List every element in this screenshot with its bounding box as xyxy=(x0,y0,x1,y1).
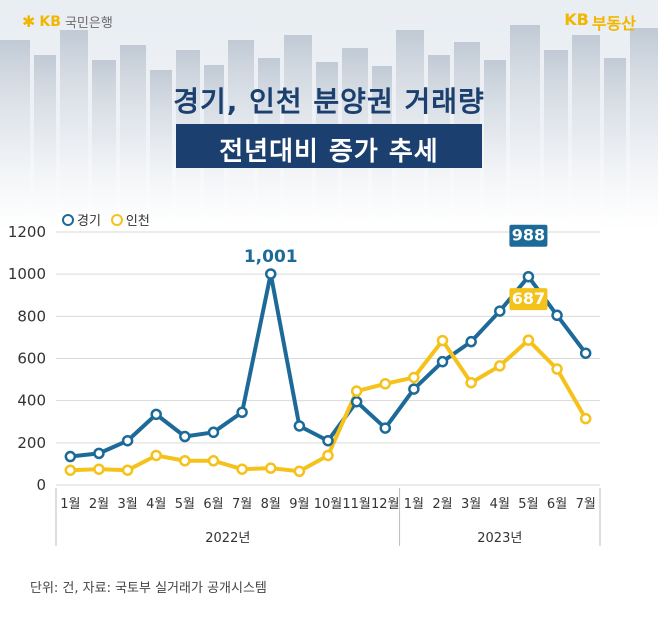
y-tick-label: 1000 xyxy=(8,265,46,283)
data-point-gyeonggi xyxy=(293,420,306,432)
data-point-gyeonggi xyxy=(551,309,563,322)
y-tick-label: 1200 xyxy=(8,223,46,241)
kb-realestate-logo-mark: KB xyxy=(564,10,589,29)
legend: 경기 인천 xyxy=(62,210,150,229)
legend-label-incheon: 인천 xyxy=(125,214,150,229)
legend-marker-gyeonggi xyxy=(62,213,74,226)
source-footnote: 단위: 건, 자료: 국토부 실거래가 공개시스템 xyxy=(30,581,267,596)
data-point-incheon xyxy=(551,363,563,375)
data-point-incheon xyxy=(264,462,277,474)
data-point-incheon xyxy=(522,334,535,346)
y-tick-label: 600 xyxy=(17,350,46,368)
legend-marker-incheon xyxy=(110,213,123,226)
y-tick-label: 400 xyxy=(17,392,46,410)
x-tick-label: 3월 xyxy=(117,497,137,512)
kb-realestate-logo-name: 부동산 xyxy=(591,14,636,33)
x-tick-label: 12월 xyxy=(371,497,400,512)
kb-star-icon: ✱ xyxy=(22,12,36,31)
data-point-incheon xyxy=(408,371,420,384)
data-point-gyeonggi xyxy=(522,270,535,283)
legend-item-gyeonggi: 경기 xyxy=(62,210,101,229)
data-label: 1,001 xyxy=(244,247,298,267)
x-tick-label: 2월 xyxy=(89,497,109,512)
data-label: 988 xyxy=(512,226,545,245)
subtitle-banner xyxy=(176,124,482,168)
data-point-gyeonggi xyxy=(64,450,77,463)
x-tick-label: 6월 xyxy=(547,497,567,512)
year-group-label: 2023년 xyxy=(477,531,522,546)
x-tick-label: 1월 xyxy=(60,497,80,512)
data-point-gyeonggi xyxy=(150,408,162,421)
data-label-box xyxy=(509,224,548,247)
series-line-gyeonggi xyxy=(68,271,588,459)
data-label: 687 xyxy=(512,289,545,308)
data-point-gyeonggi xyxy=(207,426,220,439)
x-tick-label: 9월 xyxy=(289,497,309,512)
x-tick-label: 5월 xyxy=(518,497,538,512)
data-point-incheon xyxy=(379,378,392,390)
kb-realestate-logo: KB 부동산 xyxy=(564,10,636,34)
chart-title: 경기, 인천 분양권 거래량 xyxy=(173,85,485,118)
kb-bank-logo: ✱ KB 국민은행 xyxy=(22,12,113,31)
data-point-gyeonggi xyxy=(436,355,449,368)
data-point-incheon xyxy=(350,385,363,397)
x-tick-label: 3월 xyxy=(461,497,481,512)
data-point-incheon xyxy=(465,376,477,389)
x-tick-label: 8월 xyxy=(261,497,281,512)
data-point-incheon xyxy=(179,455,191,467)
data-point-gyeonggi xyxy=(494,305,506,317)
year-group-label: 2022년 xyxy=(205,531,250,546)
data-point-gyeonggi xyxy=(264,268,277,280)
data-point-incheon xyxy=(436,334,449,347)
data-point-incheon xyxy=(293,465,306,478)
x-tick-label: 6월 xyxy=(203,497,223,512)
data-point-gyeonggi xyxy=(93,447,105,460)
legend-label-gyeonggi: 경기 xyxy=(77,214,101,229)
data-point-incheon xyxy=(150,449,162,462)
data-label-box xyxy=(509,288,548,311)
data-point-incheon xyxy=(579,412,592,425)
y-tick-label: 200 xyxy=(17,434,46,452)
data-point-incheon xyxy=(121,464,134,476)
kb-bank-logo-mark: KB xyxy=(39,13,61,30)
data-point-incheon xyxy=(322,449,334,462)
x-tick-label: 2월 xyxy=(432,497,452,512)
x-tick-label: 7월 xyxy=(576,497,596,512)
x-tick-label: 11월 xyxy=(342,497,371,512)
data-point-incheon xyxy=(64,464,77,476)
data-point-gyeonggi xyxy=(465,335,477,348)
x-tick-label: 4월 xyxy=(146,497,166,512)
y-tick-label: 0 xyxy=(36,476,46,494)
x-tick-label: 10월 xyxy=(314,497,343,512)
data-point-gyeonggi xyxy=(236,406,248,419)
x-tick-label: 1월 xyxy=(404,497,424,512)
data-point-gyeonggi xyxy=(350,395,363,408)
data-point-incheon xyxy=(93,463,105,475)
y-tick-label: 800 xyxy=(17,307,46,325)
data-point-gyeonggi xyxy=(179,430,191,443)
chart-subtitle: 전년대비 증가 추세 xyxy=(219,137,439,167)
data-point-incheon xyxy=(494,360,506,372)
data-point-gyeonggi xyxy=(579,347,592,359)
data-point-gyeonggi xyxy=(379,422,392,434)
x-tick-label: 4월 xyxy=(490,497,510,512)
city-skyline-background xyxy=(0,0,658,230)
data-point-incheon xyxy=(236,463,248,475)
data-point-incheon xyxy=(207,455,220,467)
legend-item-incheon: 인천 xyxy=(110,210,150,229)
x-tick-label: 7월 xyxy=(232,497,252,512)
data-point-gyeonggi xyxy=(121,434,134,447)
kb-bank-logo-name: 국민은행 xyxy=(64,16,113,31)
data-point-gyeonggi xyxy=(408,383,420,395)
data-point-gyeonggi xyxy=(322,434,334,447)
x-tick-label: 5월 xyxy=(175,497,195,512)
